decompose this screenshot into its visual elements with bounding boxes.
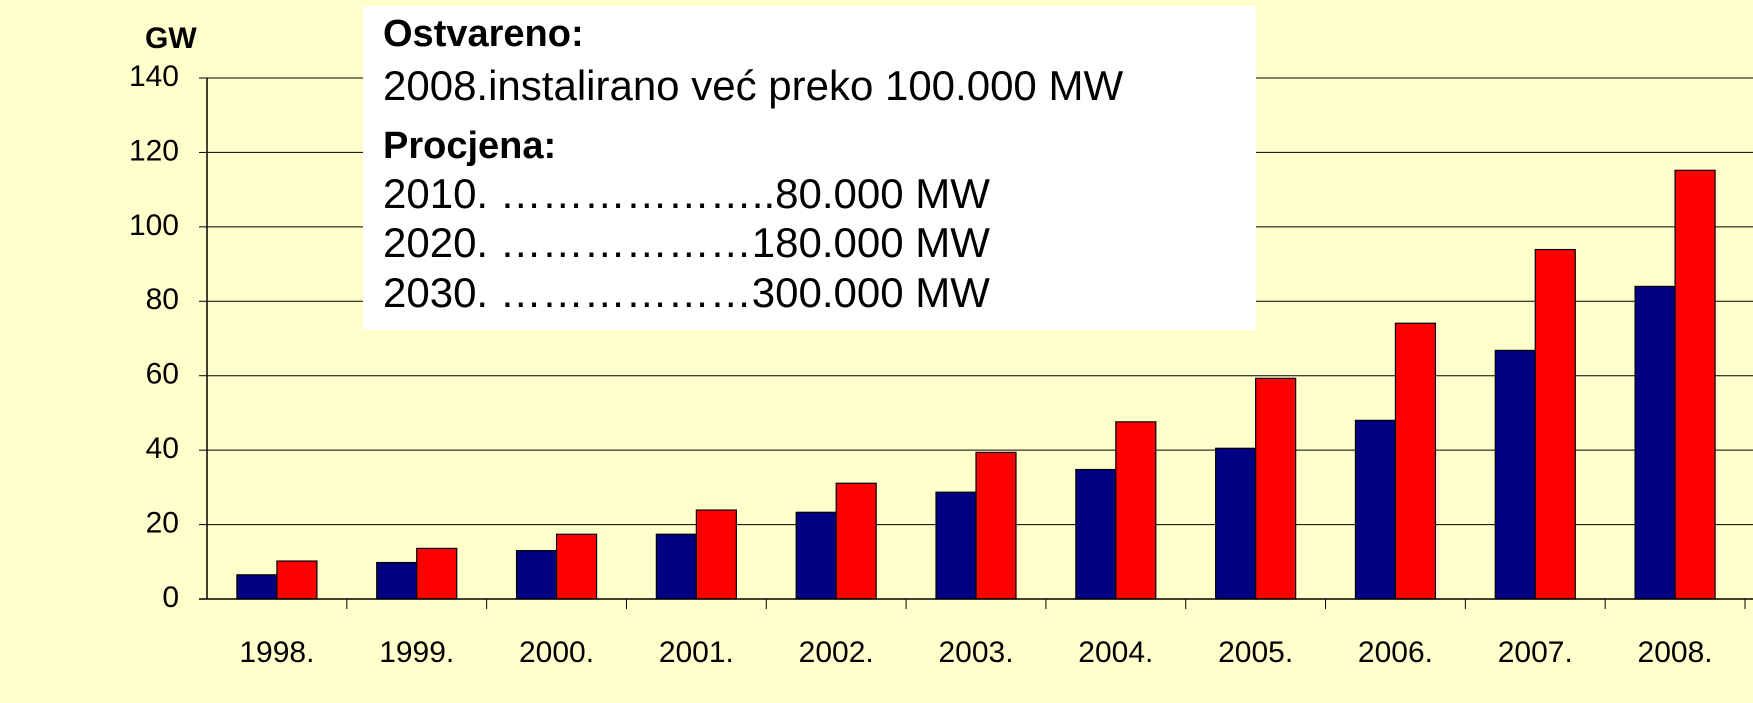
- x-tick-label: 2001.: [659, 636, 734, 669]
- bar: [1394, 322, 1437, 600]
- y-tick-label: 60: [146, 358, 179, 391]
- y-tick-label: 40: [146, 432, 179, 465]
- x-tick-label: 2008.: [1638, 636, 1713, 669]
- plot-area: 0 20 40 60 80 100 120 140 1998. 1999. 2000. 2001. 20…: [129, 60, 1753, 669]
- bar: [376, 561, 418, 600]
- annotation-text: 2010. ………………..80.000 MW: [383, 170, 990, 217]
- bar: [1674, 169, 1716, 600]
- y-tick-label: 100: [129, 209, 179, 242]
- y-tick-label: 140: [129, 60, 179, 93]
- bar: [555, 533, 598, 600]
- bar: [835, 482, 877, 600]
- x-tick-label: 2000.: [519, 636, 594, 669]
- y-tick-label: 80: [146, 283, 179, 316]
- x-tick-label: 1999.: [379, 636, 454, 669]
- bar: [795, 511, 837, 600]
- annotation-text: 2020. ………………180.000 MW: [383, 219, 990, 266]
- bar: [1494, 349, 1536, 600]
- bar: [276, 560, 318, 600]
- x-tick-label: 2006.: [1358, 636, 1433, 669]
- x-tick-label: 1998.: [239, 636, 314, 669]
- x-tick-label: 2003.: [938, 636, 1013, 669]
- bar: [1075, 468, 1117, 600]
- annotation-text: 2030. ………………300.000 MW: [383, 269, 990, 316]
- bar: [695, 509, 737, 600]
- bar: [935, 491, 977, 600]
- annotation-box: Ostvareno: 2008.instalirano već preko 10…: [363, 6, 1256, 330]
- bar: [416, 547, 458, 600]
- x-tick-label: 2005.: [1218, 636, 1293, 669]
- y-axis-label: GW: [145, 22, 197, 55]
- y-tick-label: 0: [162, 581, 179, 614]
- annotation-background: [363, 6, 1256, 330]
- bar: [1115, 421, 1157, 600]
- bar: [1255, 377, 1297, 600]
- bar: [1634, 285, 1676, 600]
- y-tick-label: 120: [129, 134, 179, 167]
- annotation-heading: Ostvareno:: [383, 13, 584, 55]
- bar: [236, 574, 278, 600]
- annotation-heading: Procjena:: [383, 125, 556, 167]
- annotation-text: 2008.instalirano već preko 100.000 MW: [383, 62, 1123, 109]
- x-tick-label: 2002.: [799, 636, 874, 669]
- bar: [515, 550, 558, 600]
- bar: [655, 533, 697, 600]
- x-tick-label: 2007.: [1498, 636, 1573, 669]
- bar: [975, 451, 1017, 600]
- x-tick-label: 2004.: [1078, 636, 1153, 669]
- bar: [1354, 419, 1397, 600]
- bar: [1534, 248, 1576, 600]
- y-tick-label: 20: [146, 506, 179, 539]
- bar: [1215, 447, 1257, 600]
